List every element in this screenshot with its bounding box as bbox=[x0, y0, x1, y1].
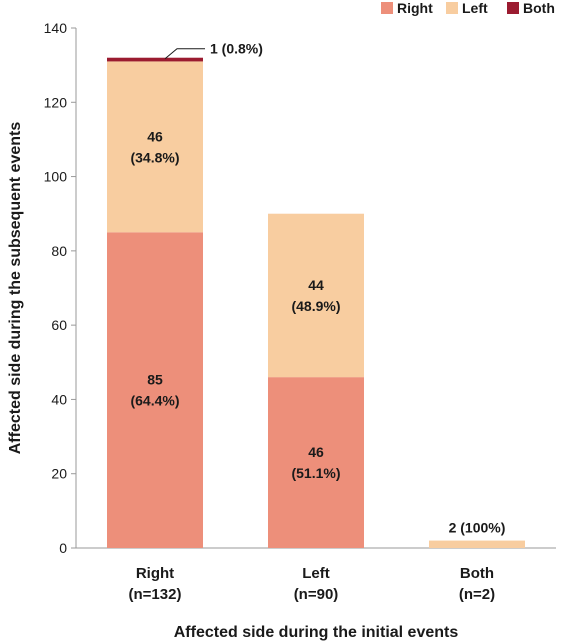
legend-swatch-left bbox=[446, 2, 458, 14]
bar-segment-right-left bbox=[107, 61, 203, 233]
x-category-sublabel: (n=2) bbox=[459, 586, 495, 603]
data-label: 2 (100%) bbox=[449, 520, 506, 536]
y-tick-label: 60 bbox=[51, 317, 67, 333]
legend-swatch-both bbox=[507, 2, 519, 14]
bars bbox=[107, 57, 525, 549]
legend-label-right: Right bbox=[397, 0, 433, 16]
x-category-sublabel: (n=132) bbox=[129, 586, 182, 603]
x-category-label: Both bbox=[460, 565, 494, 582]
data-label: (64.4%) bbox=[130, 393, 179, 409]
x-category-label: Left bbox=[302, 565, 330, 582]
y-axis: 0 20 40 60 80 100 120 140 bbox=[44, 20, 77, 556]
bar-segment-left-left bbox=[268, 213, 364, 378]
y-tick-label: 140 bbox=[44, 20, 68, 36]
bar-segment-right-right bbox=[107, 232, 203, 549]
data-label: 46 bbox=[308, 444, 324, 460]
x-category-label: Right bbox=[136, 565, 174, 582]
data-label: (51.1%) bbox=[291, 465, 340, 481]
category-labels: Right (n=132) Left (n=90) Both (n=2) bbox=[129, 565, 496, 603]
data-label: (34.8%) bbox=[130, 149, 179, 165]
y-tick-label: 120 bbox=[44, 94, 68, 110]
y-axis-title: Affected side during the subsequent even… bbox=[7, 122, 24, 455]
data-label: 46 bbox=[147, 128, 163, 144]
data-label: 85 bbox=[147, 372, 163, 388]
bar-segment-left-right bbox=[268, 377, 364, 548]
y-tick-label: 20 bbox=[51, 466, 67, 482]
x-axis-title: Affected side during the initial events bbox=[174, 624, 459, 641]
data-label: (48.9%) bbox=[291, 298, 340, 314]
y-tick-label: 40 bbox=[51, 391, 67, 407]
legend-label-left: Left bbox=[462, 0, 488, 16]
data-label: 44 bbox=[308, 277, 324, 293]
y-tick-label: 80 bbox=[51, 243, 67, 259]
legend-label-both: Both bbox=[523, 0, 555, 16]
legend: Right Left Both bbox=[381, 0, 555, 16]
bar-segment-both-left bbox=[429, 540, 525, 548]
data-labels: 85 (64.4%) 46 (34.8%) 1 (0.8%) 46 (51.1%) 44 (48… bbox=[130, 41, 505, 536]
legend-swatch-right bbox=[381, 2, 393, 14]
callout-line bbox=[164, 48, 205, 60]
y-tick-label: 0 bbox=[59, 540, 67, 556]
x-category-sublabel: (n=90) bbox=[294, 586, 339, 603]
data-label: 1 (0.8%) bbox=[210, 41, 263, 57]
y-tick-label: 100 bbox=[44, 169, 68, 185]
bar-segment-right-both bbox=[107, 57, 203, 62]
